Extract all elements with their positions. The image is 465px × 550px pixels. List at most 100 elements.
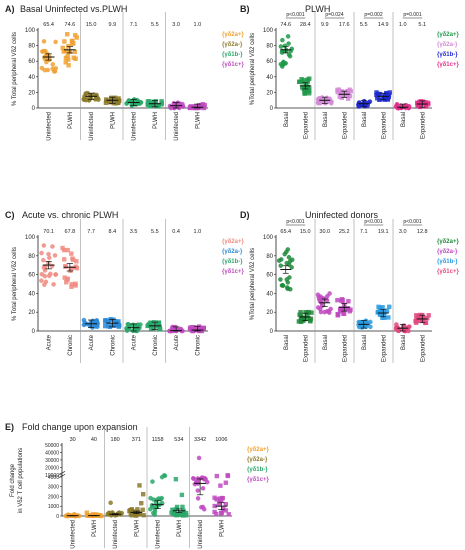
panel-label: E) [5,422,14,432]
y-tick-label: 3000 [48,485,59,491]
data-point [200,486,206,491]
data-point [47,273,52,279]
x-tick-label: PLWH [153,112,159,129]
data-point [368,324,373,330]
data-point [73,264,79,269]
median-label: 371 [132,437,141,443]
pvalue-label: p=0.002 [364,12,382,18]
data-point [148,104,153,109]
data-point [280,283,286,288]
median-label: 17.6 [339,22,350,28]
median-label: 180 [111,437,120,443]
median-label: 1.0 [194,22,202,28]
median-label: 12.8 [417,229,428,235]
y-axis-label: % Total peripheral Vδ2 cells [12,247,18,321]
x-tick-label: Expanded [381,112,387,139]
data-point [116,96,121,101]
data-point [336,87,342,92]
pvalue-label: p<0.001 [286,219,304,225]
data-point [162,473,168,479]
median-label: 9.9 [321,22,329,28]
y-axis-label: in Vδ2 T cell populations [18,448,24,513]
y-tick-label: 20 [266,90,273,96]
data-point [346,96,351,101]
median-label: 14.9 [378,22,389,28]
legend-entry: {γδ1b-} [437,259,458,265]
data-point [46,251,51,257]
y-axis-label: % Total peripheral Vδ2 cells [12,32,18,106]
y-tick-label: 30000 [45,458,59,464]
median-label: 5.5 [151,229,159,235]
data-point [285,34,291,39]
data-point [72,49,78,55]
data-point [108,500,113,505]
data-point [50,244,55,249]
data-point [41,39,47,44]
legend-entry: {γδ2a+} [437,239,459,245]
x-tick-label: Uninfected [47,112,53,141]
data-point [315,305,321,310]
x-tick-label: Uninfected [156,520,162,549]
data-point [425,315,430,321]
median-label: 0.4 [172,229,180,235]
data-point [423,104,429,109]
y-tick-label: 60 [28,273,35,279]
data-point [171,325,176,330]
data-point [50,62,56,67]
data-point [74,259,79,264]
data-point [318,309,324,315]
data-point [65,53,70,59]
data-point [180,504,185,510]
median-label: 70.1 [43,229,54,235]
median-label: 74.6 [65,22,76,28]
x-tick-label: Basal [323,112,329,127]
x-tick-label: Expanded [342,335,348,362]
y-tick-label: 100 [25,28,36,34]
data-point [278,277,283,282]
x-tick-label: PLWH [92,520,98,537]
y-tick-label: 60 [266,273,273,279]
x-tick-label: Basal [401,335,407,350]
data-point [125,321,130,327]
data-point [62,275,67,280]
data-point [298,310,303,315]
x-tick-label: Uninfected [174,112,180,141]
median-label: 7.1 [130,22,138,28]
y-axis-label: %Total peripheral Vδ2 cells [250,248,256,320]
y-axis-label: %Total peripheral Vδ2 cells [250,33,256,105]
data-point [148,506,153,512]
data-point [65,32,70,37]
data-point [156,103,161,109]
median-label: 3.0 [172,22,180,28]
median-label: 30.0 [319,229,330,235]
legend-entry: {γδ1b-} [222,259,243,265]
data-point [219,510,224,516]
data-point [356,322,361,328]
y-axis-label: Fold change [10,463,16,497]
y-tick-label: 2000 [48,494,59,500]
data-point [341,311,347,316]
y-tick-label: 40 [28,291,35,297]
median-label: 1158 [152,437,164,443]
median-label: 3.0 [399,229,407,235]
x-tick-label: Basal [323,335,329,350]
data-point [73,281,78,286]
data-point [66,44,71,49]
y-tick-label: 0 [32,106,36,112]
x-tick-label: Basal [362,112,368,127]
data-point [115,322,121,327]
data-point [387,304,392,310]
x-tick-label: Basal [401,112,407,127]
data-point [44,59,49,65]
legend-entry: {γδ2a+} [247,447,269,453]
data-point [152,506,158,512]
data-point [146,323,151,328]
panel-5: E) Fold change upon expansion 0 1000 2000 300… [5,422,269,549]
data-point [276,258,282,263]
median-label: 3342 [194,437,206,443]
x-tick-label: Expanded [342,112,348,139]
data-point [278,44,284,49]
data-point [196,455,202,461]
data-point [64,280,69,285]
data-point [308,319,313,324]
